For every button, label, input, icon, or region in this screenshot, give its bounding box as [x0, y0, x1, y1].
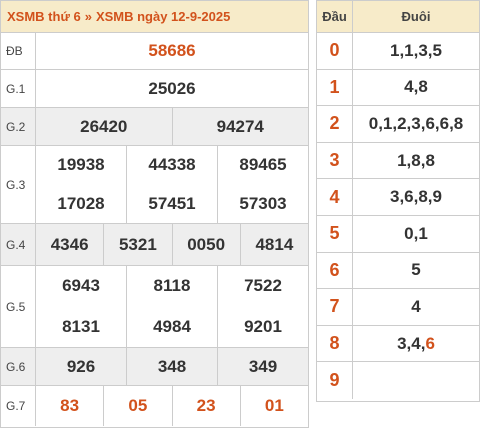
- loto-header: Đầu Đuôi: [317, 1, 479, 33]
- prize-value: 348: [126, 348, 217, 385]
- prize-label: G.4: [1, 224, 36, 265]
- prize-value: 8131: [62, 316, 100, 336]
- loto-duoi: 4: [353, 289, 479, 325]
- loto-duoi: 1,1,3,5: [353, 33, 479, 69]
- loto-duoi-values: 0,1: [404, 223, 428, 243]
- loto-duoi: 4,8: [353, 70, 479, 106]
- prize-value: 4814: [239, 224, 308, 265]
- loto-duoi: 3,4, 6: [353, 326, 479, 362]
- prize-value: 57303: [217, 184, 308, 223]
- loto-rows: 0 1,1,3,5 1 4,8 2 0,1,2,3,6,6,8 3 1,8,8 4 3,6,8,9…: [317, 33, 479, 399]
- prize-row-db: ĐB 58686: [1, 33, 308, 70]
- prize-label: G.6: [1, 348, 36, 385]
- prize-value: 6943: [62, 276, 100, 296]
- prize-value: 926: [66, 356, 96, 376]
- prize-value: 9201: [217, 306, 308, 347]
- loto-dau: 6: [317, 252, 353, 289]
- loto-duoi: [353, 362, 479, 399]
- loto-row: 4 3,6,8,9: [317, 179, 479, 216]
- prize-row-g5: G.5 6943 8118 7522 8131 4984 9201: [1, 266, 308, 348]
- prize-value: 7522: [217, 266, 308, 307]
- prize-row-g6: G.6 926 348 349: [1, 348, 308, 386]
- prize-value: 5321: [103, 224, 171, 265]
- prize-value: 0050: [171, 224, 240, 265]
- loto-dau: 1: [317, 69, 353, 106]
- special-prize-value: 58686: [148, 41, 196, 60]
- prize-value: 05: [103, 386, 171, 426]
- loto-duoi-highlight: 6: [425, 333, 435, 353]
- link-xsmb-thu-6[interactable]: XSMB thứ 6: [7, 9, 81, 24]
- prize-value: 44338: [126, 146, 217, 185]
- prize-row-g3: G.3 19938 44338 89465 17028 57451 57303: [1, 146, 308, 224]
- loto-dau: 5: [317, 215, 353, 252]
- loto-row: 0 1,1,3,5: [317, 33, 479, 70]
- loto-duoi: 0,1: [353, 216, 479, 252]
- loto-duoi: 5: [353, 253, 479, 289]
- prize-value: 94274: [171, 108, 309, 145]
- prize-value: 89465: [217, 146, 308, 185]
- loto-row: 1 4,8: [317, 69, 479, 107]
- loto-dau: 2: [317, 106, 353, 142]
- prize-label: G.5: [1, 266, 36, 347]
- loto-dau: 3: [317, 142, 353, 179]
- prize-value: 8118: [126, 266, 217, 307]
- loto-row: 5 0,1: [317, 215, 479, 253]
- loto-duoi-values: 4: [411, 296, 421, 316]
- prize-value: 19938: [57, 155, 105, 175]
- prize-value: 26420: [80, 116, 128, 136]
- prize-value: 23: [171, 386, 240, 426]
- loto-duoi: 0,1,2,3,6,6,8: [353, 106, 479, 142]
- prize-row-g2: G.2 26420 94274: [1, 108, 308, 146]
- loto-duoi-values: 0,1,2,3,6,6,8: [368, 113, 464, 133]
- prize-row-g4: G.4 4346 5321 0050 4814: [1, 224, 308, 266]
- loto-dau: 8: [317, 325, 353, 362]
- loto-duoi: 1,8,8: [353, 143, 479, 179]
- loto-duoi-values: 3,6,8,9: [390, 187, 442, 207]
- prize-label: ĐB: [1, 33, 36, 69]
- prize-value: 25026: [148, 78, 196, 98]
- prize-label: G.3: [1, 146, 36, 223]
- breadcrumb-separator: »: [84, 9, 92, 24]
- loto-dau: 9: [317, 362, 353, 399]
- loto-duoi-values: 3,4,: [397, 333, 426, 353]
- prize-value: 4984: [126, 306, 217, 347]
- prize-value: 349: [217, 348, 308, 385]
- prize-label: G.1: [1, 70, 36, 107]
- prize-label: G.7: [1, 386, 36, 426]
- prize-row-g1: G.1 25026: [1, 70, 308, 108]
- loto-duoi-values: 5: [411, 260, 421, 280]
- loto-duoi-values: 1,8,8: [397, 150, 435, 170]
- loto-row: 8 3,4, 6: [317, 325, 479, 363]
- loto-row: 3 1,8,8: [317, 142, 479, 180]
- prize-value: 17028: [57, 193, 105, 213]
- prize-value: 01: [239, 386, 308, 426]
- results-table: XSMB thứ 6 » XSMB ngày 12-9-2025 ĐB 5868…: [0, 0, 309, 428]
- loto-row: 2 0,1,2,3,6,6,8: [317, 106, 479, 143]
- prize-label: G.2: [1, 108, 36, 145]
- loto-dau: 0: [317, 33, 353, 69]
- link-xsmb-date[interactable]: XSMB ngày 12-9-2025: [95, 9, 231, 24]
- loto-header-duoi: Đuôi: [401, 9, 431, 24]
- prize-value: 57451: [126, 184, 217, 223]
- loto-duoi-values: 1,1,3,5: [390, 40, 442, 60]
- loto-table: Đầu Đuôi 0 1,1,3,5 1 4,8 2 0,1,2,3,6,6,8 3 1,8,…: [316, 0, 480, 402]
- loto-row: 9: [317, 362, 479, 399]
- loto-duoi-values: 4,8: [404, 77, 428, 97]
- loto-header-dau: Đầu: [317, 1, 353, 32]
- loto-dau: 4: [317, 179, 353, 215]
- loto-dau: 7: [317, 289, 353, 325]
- prize-value: 4346: [50, 234, 89, 254]
- loto-duoi: 3,6,8,9: [353, 179, 479, 215]
- prize-value: 83: [60, 396, 80, 415]
- prize-row-g7: G.7 83 05 23 01: [1, 386, 308, 426]
- results-header: XSMB thứ 6 » XSMB ngày 12-9-2025: [1, 1, 308, 33]
